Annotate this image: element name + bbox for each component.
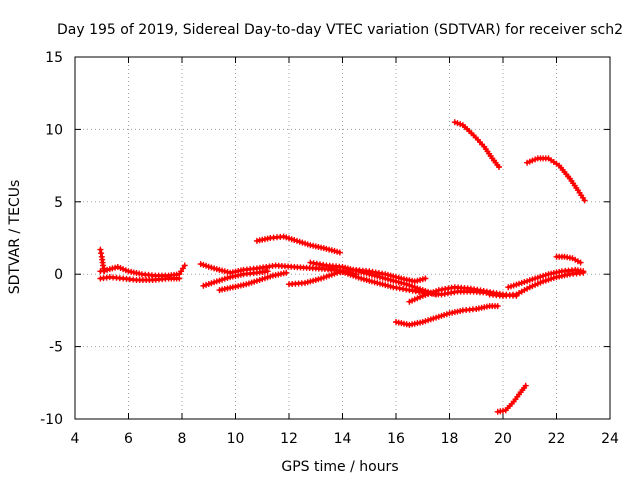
scatter-point <box>580 268 587 275</box>
scatter-point <box>100 262 107 269</box>
y-tick-label: 5 <box>54 195 63 211</box>
scatter-point <box>336 249 343 256</box>
series-arc-12 <box>486 269 587 299</box>
series-arc-15 <box>553 253 584 266</box>
x-axis-title: GPS time / hours <box>281 459 398 475</box>
series-arc-13 <box>505 266 587 291</box>
scatter-point <box>245 280 252 287</box>
scatter-point <box>200 282 207 289</box>
series-arc-16 <box>451 119 502 170</box>
scatter-point <box>494 303 501 310</box>
y-axis-title: SDTVAR / TECUs <box>7 180 23 295</box>
series-arc-2 <box>97 274 183 283</box>
x-tick-label: 24 <box>601 431 619 447</box>
series-arc-7 <box>253 233 343 256</box>
x-tick-label: 18 <box>441 431 459 447</box>
series-arc-3 <box>97 246 108 275</box>
scatter-point <box>200 261 207 268</box>
scatter-point <box>176 275 183 282</box>
data-series <box>97 119 588 415</box>
scatter-point <box>208 280 215 287</box>
x-tick-label: 8 <box>178 431 187 447</box>
x-tick-label: 20 <box>494 431 512 447</box>
scatter-point <box>264 268 271 275</box>
y-tick-label: -10 <box>40 412 63 428</box>
scatter-point <box>581 197 588 204</box>
y-tick-label: 10 <box>45 122 63 138</box>
series-arc-14 <box>393 303 501 328</box>
x-tick-label: 6 <box>124 431 133 447</box>
series-arc-5 <box>200 268 271 289</box>
x-tick-label: 14 <box>334 431 352 447</box>
y-tick-label: -5 <box>49 340 63 356</box>
series-arc-18 <box>494 382 529 415</box>
x-tick-label: 22 <box>548 431 566 447</box>
scatter-point <box>577 259 584 266</box>
plot-frame <box>74 56 611 420</box>
y-tick-label: 0 <box>54 267 63 283</box>
scatter-point <box>181 262 188 269</box>
scatter-point <box>496 164 502 170</box>
scatter-point <box>120 266 127 273</box>
y-tick-label: 15 <box>45 50 63 66</box>
x-tick-labels: 4 6 8 10 12 14 16 18 20 22 24 <box>71 431 619 447</box>
x-tick-label: 16 <box>387 431 405 447</box>
grid <box>75 57 610 419</box>
series-arc-6 <box>216 269 290 294</box>
scatter-point <box>422 275 429 282</box>
x-tick-label: 10 <box>227 431 245 447</box>
series-arc-9 <box>307 259 440 298</box>
chart-title: Day 195 of 2019, Sidereal Day-to-day VTE… <box>57 22 623 38</box>
scatter-point <box>208 264 215 271</box>
series-arc-17 <box>524 155 588 204</box>
y-tick-labels: -10 -5 0 5 10 15 <box>40 50 63 428</box>
scatter-point <box>283 269 290 276</box>
scatter-point <box>522 382 529 389</box>
scatter-point <box>98 250 105 257</box>
x-tick-label: 12 <box>280 431 298 447</box>
scatter-point <box>101 268 108 275</box>
x-tick-label: 4 <box>71 431 80 447</box>
